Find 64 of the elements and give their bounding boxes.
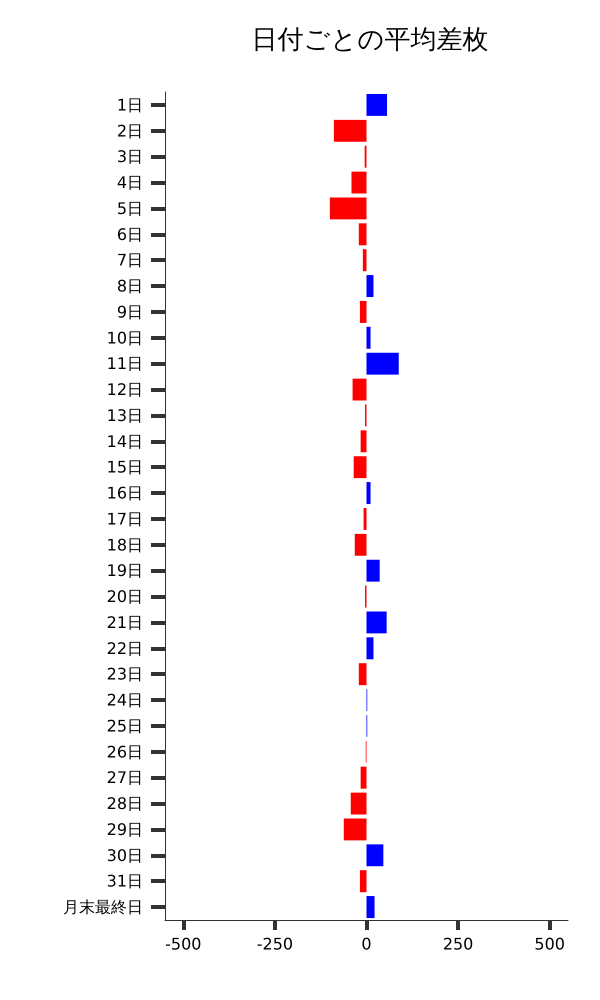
bar bbox=[352, 378, 366, 401]
y-tick-label: 11日 bbox=[106, 354, 143, 374]
bar bbox=[358, 223, 366, 246]
y-tick-label: 2日 bbox=[116, 121, 143, 140]
y-tick-label: 23日 bbox=[106, 664, 143, 684]
y-tick-label: 月末最終日 bbox=[63, 898, 143, 917]
bar bbox=[351, 172, 366, 194]
y-tick-label: 26日 bbox=[106, 742, 143, 762]
chart-title: 日付ごとの平均差枚 bbox=[252, 25, 488, 55]
y-tick-label: 8日 bbox=[116, 276, 143, 296]
y-tick-label: 21日 bbox=[106, 612, 143, 632]
bar bbox=[354, 534, 366, 556]
y-tick-label: 28日 bbox=[106, 794, 143, 814]
y-tick-label: 29日 bbox=[106, 820, 143, 839]
bar bbox=[366, 560, 380, 582]
y-tick-label: 5日 bbox=[116, 198, 143, 218]
bar bbox=[366, 611, 387, 634]
bar bbox=[344, 818, 366, 840]
bar bbox=[366, 482, 371, 504]
x-tick-label: -250 bbox=[256, 934, 294, 954]
bar bbox=[354, 456, 366, 478]
y-tick-label: 17日 bbox=[106, 509, 143, 528]
bar bbox=[366, 352, 399, 375]
y-tick-label: 10日 bbox=[106, 328, 143, 348]
x-tick-label: 250 bbox=[442, 934, 474, 954]
y-tick-label: 20日 bbox=[106, 587, 143, 606]
bar bbox=[358, 663, 366, 686]
y-tick-label: 25日 bbox=[106, 716, 143, 736]
bar bbox=[334, 120, 366, 142]
bar bbox=[360, 300, 366, 323]
y-tick-label: 9日 bbox=[116, 302, 143, 322]
x-tick-label: -500 bbox=[165, 934, 202, 954]
y-tick-label: 14日 bbox=[106, 432, 143, 451]
bar bbox=[360, 430, 366, 452]
y-tick-label: 22日 bbox=[106, 638, 143, 658]
y-tick-label: 12日 bbox=[106, 380, 143, 400]
y-tick-label: 3日 bbox=[116, 147, 143, 166]
y-tick-label: 16日 bbox=[106, 484, 143, 503]
bar bbox=[366, 637, 374, 660]
bar bbox=[366, 275, 374, 298]
bar bbox=[366, 326, 371, 349]
bar bbox=[350, 792, 366, 815]
bar bbox=[330, 197, 366, 220]
y-tick-label: 15日 bbox=[106, 458, 143, 477]
y-tick-label: 13日 bbox=[106, 406, 143, 425]
bar bbox=[360, 766, 366, 789]
bar bbox=[366, 844, 384, 866]
bar bbox=[366, 896, 375, 918]
bar bbox=[364, 508, 366, 530]
y-tick-label: 24日 bbox=[106, 690, 143, 710]
y-tick-label: 30日 bbox=[106, 846, 143, 865]
x-tick-label: 0 bbox=[361, 934, 372, 954]
bar bbox=[366, 94, 388, 116]
bar bbox=[360, 870, 366, 892]
y-tick-label: 27日 bbox=[106, 768, 143, 788]
y-tick-label: 19日 bbox=[106, 561, 143, 580]
y-tick-label: 31日 bbox=[106, 872, 143, 891]
y-tick-label: 4日 bbox=[116, 173, 143, 192]
y-tick-label: 1日 bbox=[116, 95, 143, 114]
y-tick-label: 18日 bbox=[106, 535, 143, 554]
y-tick-label: 7日 bbox=[116, 250, 143, 270]
bar bbox=[362, 249, 366, 272]
x-tick-label: 500 bbox=[534, 934, 565, 954]
y-tick-label: 6日 bbox=[116, 224, 143, 244]
